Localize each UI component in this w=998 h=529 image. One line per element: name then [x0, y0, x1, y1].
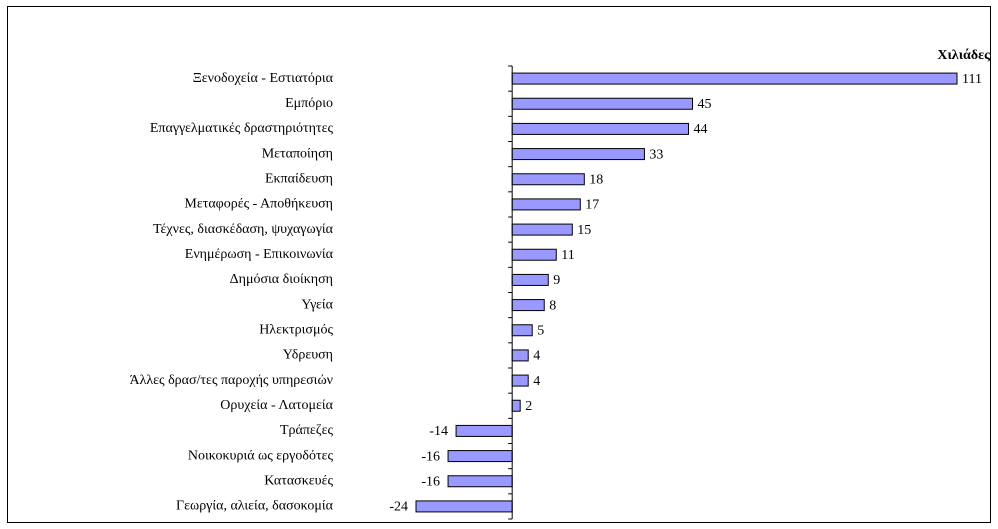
category-label: Ενημέρωση - Επικοινωνία — [185, 247, 334, 262]
bar — [511, 349, 529, 362]
value-label: 5 — [537, 323, 544, 338]
value-label: -16 — [421, 449, 440, 464]
value-label: 33 — [649, 147, 663, 162]
category-label: Μεταφορές - Αποθήκευση — [184, 197, 333, 212]
value-label: 2 — [525, 399, 532, 414]
category-label: Ορυχεία - Λατομεία — [220, 398, 333, 413]
category-label: Γεωργία, αλιεία, δασοκομία — [176, 499, 334, 514]
bar — [511, 97, 694, 110]
bar — [511, 72, 958, 85]
category-label: Τράπεζες — [280, 423, 333, 438]
category-label: Επαγγελματικές δραστηριότητες — [150, 121, 334, 136]
bar — [511, 248, 557, 261]
value-label: -24 — [389, 500, 408, 515]
category-label: Ηλεκτρισμός — [259, 322, 333, 337]
value-label: 4 — [533, 374, 540, 389]
category-label: Μεταποίηση — [262, 146, 333, 161]
value-label: 9 — [553, 273, 560, 288]
value-label: 15 — [577, 223, 591, 238]
bar — [415, 500, 513, 513]
value-label: 4 — [533, 349, 540, 364]
bar — [511, 198, 581, 211]
bar — [447, 475, 513, 488]
bar — [511, 273, 549, 286]
category-label: Ξενοδοχεία - Εστιατόρια — [193, 71, 334, 86]
value-label: 11 — [561, 248, 574, 263]
category-label: Υγεία — [301, 297, 333, 312]
bar — [447, 450, 513, 463]
bar — [511, 299, 545, 312]
unit-label: Χιλιάδες — [937, 48, 991, 63]
category-label: Άλλες δρασ/τες παροχής υπηρεσιών — [129, 373, 333, 388]
category-label: Εμπόριο — [285, 96, 333, 111]
value-label: -16 — [421, 474, 440, 489]
value-label: -14 — [429, 424, 448, 439]
category-label: Τέχνες, διασκέδαση, ψυχαγωγία — [153, 222, 334, 237]
value-label: 45 — [698, 97, 712, 112]
category-label: Δημόσια διοίκηση — [230, 272, 333, 287]
value-label: 44 — [694, 122, 708, 137]
category-label: Κατασκευές — [264, 473, 333, 488]
value-label: 8 — [549, 298, 556, 313]
category-label: Υδρευση — [283, 348, 333, 363]
bar — [511, 173, 585, 186]
bar — [511, 374, 529, 387]
value-label: 18 — [589, 172, 603, 187]
bar — [455, 424, 513, 437]
bar — [511, 324, 533, 337]
bar — [511, 148, 645, 161]
category-label: Νοικοκυριά ως εργοδότες — [188, 448, 334, 463]
value-label: 111 — [962, 72, 982, 87]
bar — [511, 122, 690, 135]
category-label: Εκπαίδευση — [265, 171, 333, 186]
bar — [511, 223, 573, 236]
value-label: 17 — [585, 198, 599, 213]
bar — [511, 399, 521, 412]
